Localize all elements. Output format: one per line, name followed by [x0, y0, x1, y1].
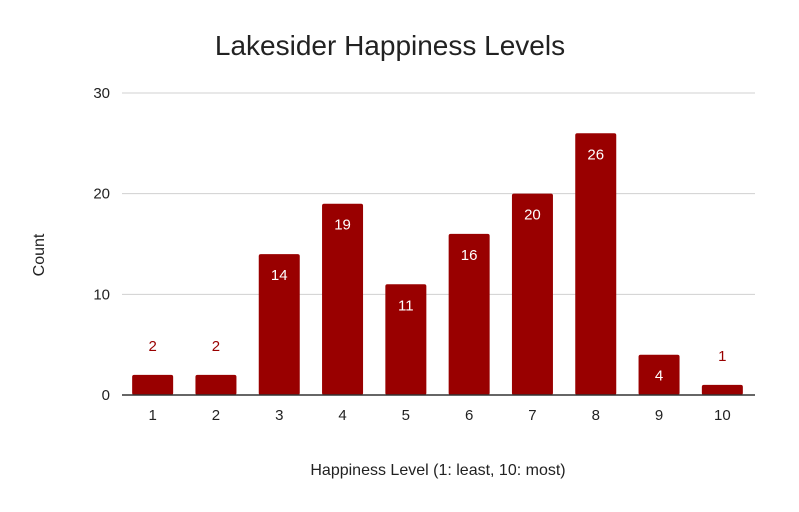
bar: [638, 354, 680, 395]
data-label: 14: [271, 267, 288, 284]
x-tick-label: 6: [465, 407, 473, 424]
bar: [701, 384, 743, 395]
x-axis-ticks: 1 2 3 4 5 6 7 8 9 10: [148, 407, 730, 424]
x-tick-label: 9: [655, 407, 663, 424]
y-tick-label: 20: [93, 186, 110, 203]
x-tick-label: 4: [338, 407, 346, 424]
chart-title: Lakesider Happiness Levels: [215, 30, 565, 61]
y-tick-label: 10: [93, 286, 110, 303]
x-axis-title: Happiness Level (1: least, 10: most): [310, 462, 565, 479]
data-label: 20: [524, 207, 541, 224]
gridlines: [122, 92, 755, 295]
data-label: 19: [334, 217, 351, 234]
data-label: 26: [587, 146, 604, 163]
data-label: 2: [212, 338, 220, 355]
y-tick-label: 30: [93, 85, 110, 102]
data-label: 1: [718, 348, 726, 365]
data-label: 11: [398, 297, 414, 314]
x-tick-label: 5: [402, 407, 410, 424]
x-tick-label: 8: [592, 407, 600, 424]
y-tick-label: 0: [102, 387, 110, 404]
data-label: 2: [148, 338, 156, 355]
bar: [385, 284, 427, 395]
x-tick-label: 3: [275, 407, 283, 424]
data-labels: 2 2 14 19 11 16 20 26 4 1: [148, 146, 726, 384]
bars: [132, 133, 743, 395]
bar: [258, 254, 300, 395]
bar: [322, 203, 364, 395]
x-tick-label: 1: [148, 407, 156, 424]
data-label: 16: [461, 247, 478, 264]
x-tick-label: 2: [212, 407, 220, 424]
y-axis-title: Count: [31, 233, 48, 276]
x-tick-label: 7: [528, 407, 536, 424]
bar: [132, 374, 174, 395]
data-label: 4: [655, 368, 663, 385]
bar: [195, 374, 237, 395]
bar: [575, 133, 617, 395]
bar: [448, 233, 490, 395]
x-tick-label: 10: [714, 407, 731, 424]
y-axis-ticks: 0 10 20 30: [93, 85, 110, 404]
bar: [511, 193, 553, 395]
